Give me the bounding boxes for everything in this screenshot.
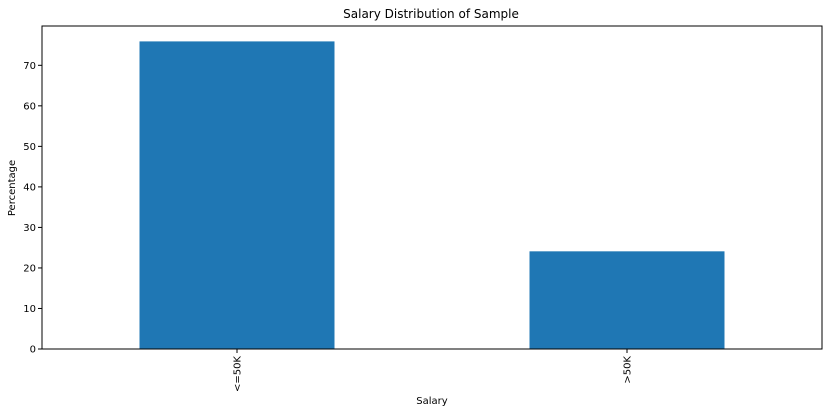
x-axis-label: Salary (416, 396, 447, 407)
y-axis-label: Percentage (7, 160, 18, 216)
y-tick-label-5: 50 (23, 142, 36, 153)
x-axis: <=50K >50K (233, 349, 634, 392)
x-tick-label-1: >50K (623, 356, 634, 384)
y-tick-label-4: 40 (23, 182, 36, 193)
y-tick-label-7: 70 (23, 61, 36, 72)
bar-1 (529, 251, 725, 349)
y-tick-label-3: 30 (23, 223, 36, 234)
plot-frame (41, 25, 823, 350)
y-axis: 0 10 20 30 40 50 60 70 (23, 61, 42, 356)
bars-group (139, 41, 725, 350)
y-tick-label-1: 10 (23, 304, 36, 315)
y-tick-label-0: 0 (30, 345, 36, 356)
x-tick-label-0: <=50K (233, 356, 244, 392)
y-tick-label-6: 60 (23, 101, 36, 112)
chart-title: Salary Distribution of Sample (343, 7, 519, 21)
bar-0 (139, 41, 335, 350)
y-tick-label-2: 20 (23, 263, 36, 274)
